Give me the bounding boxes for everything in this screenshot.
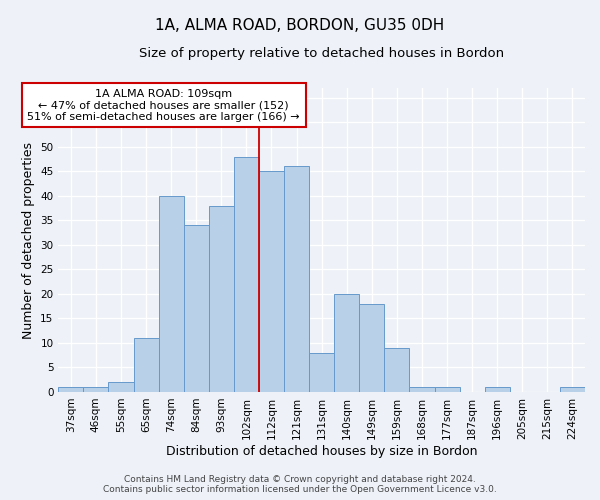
Bar [334,294,359,392]
Bar [259,172,284,392]
Text: Contains HM Land Registry data © Crown copyright and database right 2024.: Contains HM Land Registry data © Crown c… [124,475,476,484]
Title: Size of property relative to detached houses in Bordon: Size of property relative to detached ho… [139,48,504,60]
Bar [184,226,209,392]
Text: 1A ALMA ROAD: 109sqm
← 47% of detached houses are smaller (152)
51% of semi-deta: 1A ALMA ROAD: 109sqm ← 47% of detached h… [28,88,300,122]
X-axis label: Distribution of detached houses by size in Bordon: Distribution of detached houses by size … [166,444,478,458]
Bar [485,387,510,392]
Bar [158,196,184,392]
Bar [109,382,134,392]
Bar [284,166,309,392]
Y-axis label: Number of detached properties: Number of detached properties [22,142,35,338]
Bar [409,387,434,392]
Bar [234,156,259,392]
Text: Contains public sector information licensed under the Open Government Licence v3: Contains public sector information licen… [103,485,497,494]
Bar [134,338,158,392]
Bar [58,387,83,392]
Bar [309,352,334,392]
Bar [560,387,585,392]
Bar [359,304,385,392]
Bar [209,206,234,392]
Bar [385,348,409,392]
Bar [83,387,109,392]
Bar [434,387,460,392]
Text: 1A, ALMA ROAD, BORDON, GU35 0DH: 1A, ALMA ROAD, BORDON, GU35 0DH [155,18,445,32]
